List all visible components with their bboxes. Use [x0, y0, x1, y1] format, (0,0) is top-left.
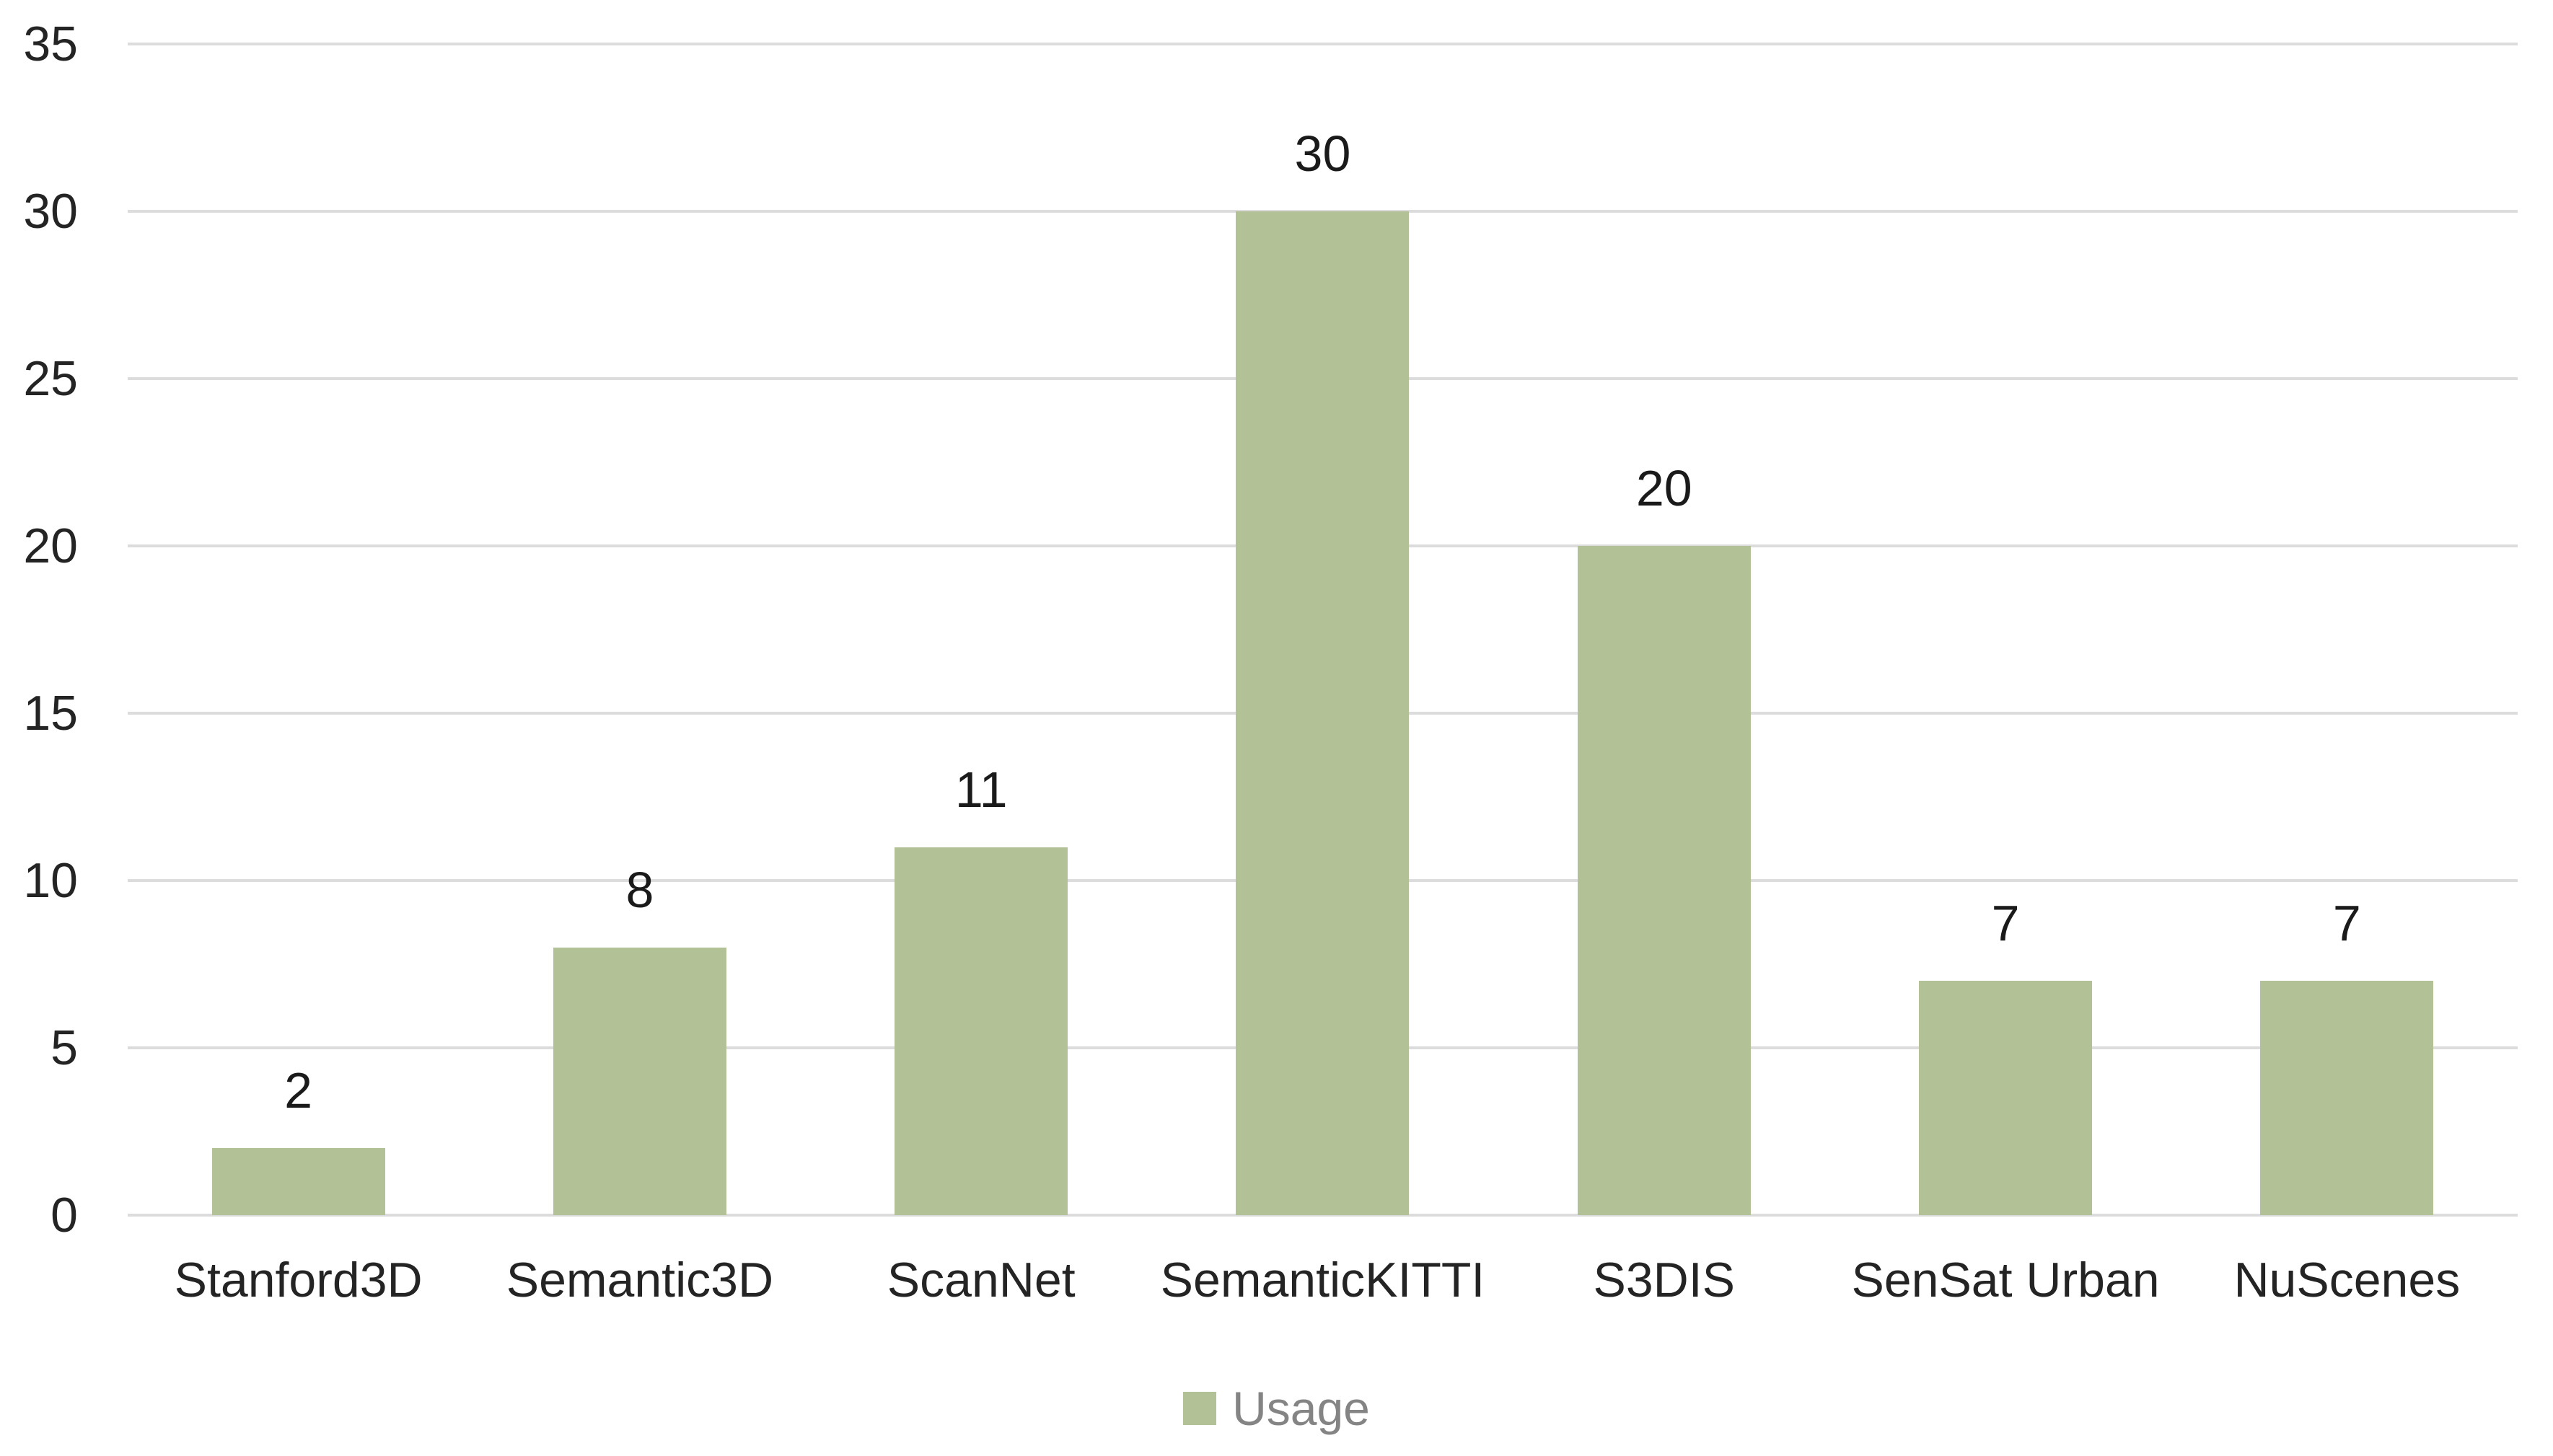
bar-sensat-urban: [1919, 981, 2093, 1215]
bar-slot-semantickitti: 30: [1152, 44, 1493, 1215]
bar-stanford3d: [211, 1148, 385, 1215]
bar-slot-nuscenes: 7: [2176, 44, 2518, 1215]
bar-semantic3d: [553, 947, 726, 1215]
y-tick-label-35: 35: [23, 17, 78, 71]
y-tick-label-30: 30: [23, 184, 78, 239]
bar-value-label-stanford3d: 2: [284, 1062, 313, 1119]
y-axis: 0 5 10 15 20 25 30 35: [0, 19, 95, 1240]
x-axis: Stanford3D Semantic3D ScanNet SemanticKITTI…: [128, 1253, 2518, 1307]
bar-semantickitti: [1236, 211, 1410, 1215]
bar-value-label-sensat-urban: 7: [1991, 895, 2020, 952]
gridline-0: [128, 1214, 2518, 1217]
x-tick-label-s3dis: S3DIS: [1593, 1253, 1736, 1307]
bar-value-label-scannet: 11: [954, 761, 1008, 818]
bar-nuscenes: [2260, 981, 2434, 1215]
bar-value-label-nuscenes: 7: [2332, 895, 2361, 952]
bar-value-label-s3dis: 20: [1635, 460, 1692, 517]
bars-container: 2 8 11 30 20 7 7: [128, 44, 2518, 1215]
bar-slot-stanford3d: 2: [128, 44, 469, 1215]
x-tick-label-semantickitti: SemanticKITTI: [1160, 1253, 1485, 1307]
bar-s3dis: [1577, 546, 1751, 1215]
x-tick-label-stanford3d: Stanford3D: [174, 1253, 423, 1307]
y-tick-label-15: 15: [23, 686, 78, 741]
bar-value-label-semantic3d: 8: [625, 861, 654, 918]
bar-slot-semantic3d: 8: [469, 44, 810, 1215]
legend: Usage: [0, 1376, 2553, 1441]
bar-slot-s3dis: 20: [1493, 44, 1834, 1215]
x-tick-label-sensat-urban: SenSat Urban: [1851, 1253, 2160, 1307]
x-tick-label-nuscenes: NuScenes: [2233, 1253, 2461, 1307]
legend-swatch-usage: [1183, 1392, 1217, 1425]
y-tick-label-5: 5: [50, 1020, 78, 1075]
bar-slot-sensat-urban: 7: [1834, 44, 2176, 1215]
y-tick-label-20: 20: [23, 519, 78, 573]
bar-value-label-semantickitti: 30: [1294, 125, 1351, 182]
x-tick-label-scannet: ScanNet: [887, 1253, 1076, 1307]
y-tick-label-0: 0: [50, 1188, 78, 1243]
bar-slot-scannet: 11: [811, 44, 1152, 1215]
gridline-35: [128, 43, 2518, 45]
bar-scannet: [895, 847, 1068, 1215]
y-tick-label-10: 10: [23, 853, 78, 908]
legend-label-usage: Usage: [1232, 1382, 1370, 1435]
x-tick-label-semantic3d: Semantic3D: [506, 1253, 774, 1307]
y-tick-label-25: 25: [23, 351, 78, 406]
